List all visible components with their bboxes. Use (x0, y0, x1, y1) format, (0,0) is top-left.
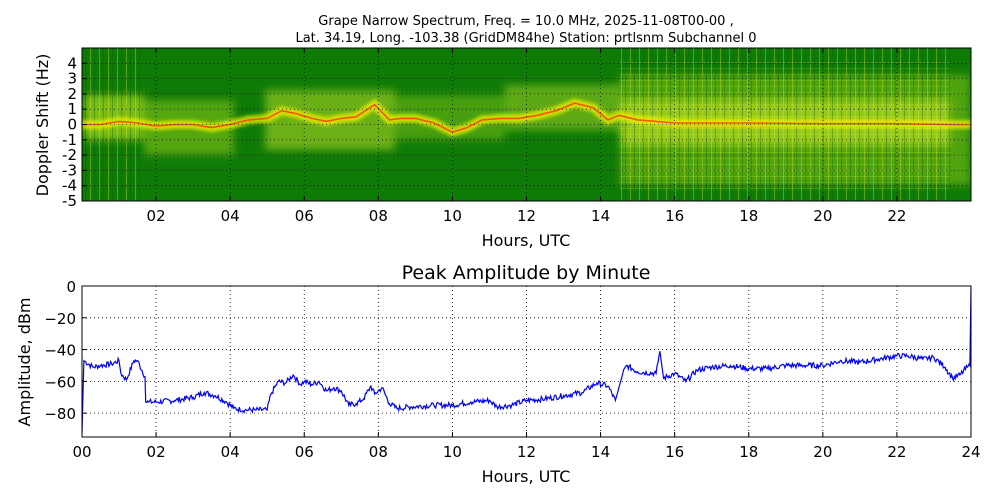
spectrogram-y-tick-label: 3 (67, 70, 77, 88)
amplitude-y-tick-label: −20 (44, 310, 76, 328)
spectrogram-x-tick-label: 16 (665, 207, 684, 225)
spectrogram-y-tick-label: -3 (62, 161, 77, 179)
spectrogram-x-axis-label: Hours, UTC (482, 231, 571, 250)
amplitude-x-tick-label: 04 (221, 443, 240, 461)
spectrogram-x-tick-label: 08 (369, 207, 388, 225)
amplitude-x-tick-label: 16 (665, 443, 684, 461)
spectrogram-y-tick-label: 2 (67, 85, 77, 103)
amplitude-x-axis-label: Hours, UTC (482, 467, 571, 486)
amplitude-panel: Peak Amplitude by Minute 00 02 04 06 08 10 12 1… (15, 262, 981, 486)
amplitude-x-tick-label: 00 (72, 443, 91, 461)
figure-title-line2: Lat. 34.19, Long. -103.38 (GridDM84he) S… (295, 31, 756, 46)
spectrogram-y-tick-label: 4 (67, 54, 77, 72)
spectrogram-x-tick-label: 02 (147, 207, 166, 225)
spectrogram-x-tick-label: 22 (887, 207, 906, 225)
spectrogram-x-tick-label: 12 (517, 207, 536, 225)
amplitude-x-tick-label: 20 (813, 443, 832, 461)
spectrogram-y-tick-label: -4 (62, 177, 77, 195)
figure-title-line1: Grape Narrow Spectrum, Freq. = 10.0 MHz,… (318, 14, 733, 29)
amplitude-x-tick-label: 24 (961, 443, 980, 461)
spectrogram-x-tick-label: 10 (443, 207, 462, 225)
amplitude-series-line (82, 287, 971, 434)
amplitude-x-tick-label: 12 (517, 443, 536, 461)
amplitude-y-tick-label: −40 (44, 342, 76, 360)
spectrogram-x-tick-label: 06 (295, 207, 314, 225)
spectrogram-x-tick-label: 04 (221, 207, 240, 225)
amplitude-x-tick-label: 18 (739, 443, 758, 461)
amplitude-y-axis-label: Amplitude, dBm (15, 298, 34, 427)
spectrogram-x-tick-label: 14 (591, 207, 610, 225)
spectrogram-y-tick-label: -2 (62, 146, 77, 164)
spectrogram-y-axis-label: Doppler Shift (Hz) (33, 54, 52, 197)
amplitude-x-tick-label: 02 (147, 443, 166, 461)
amplitude-y-tick-label: −80 (44, 405, 76, 423)
amplitude-y-tick-label: −60 (44, 373, 76, 391)
spectrogram-grid (82, 48, 971, 201)
amplitude-x-ticks: 00 02 04 06 08 10 12 14 16 18 20 22 24 (72, 432, 981, 461)
amplitude-x-tick-label: 10 (443, 443, 462, 461)
amplitude-x-tick-label: 08 (369, 443, 388, 461)
amplitude-x-tick-label: 06 (295, 443, 314, 461)
spectrogram-x-tick-label: 18 (739, 207, 758, 225)
amplitude-x-tick-label: 14 (591, 443, 610, 461)
amplitude-y-ticks: 0 −20 −40 −60 −80 (44, 278, 87, 423)
amplitude-x-tick-label: 22 (887, 443, 906, 461)
spectrogram-y-tick-label: -5 (62, 192, 77, 210)
spectrogram-y-tick-label: 0 (67, 116, 77, 134)
doppler-trace (82, 102, 971, 133)
amplitude-plot-background (82, 286, 971, 437)
amplitude-chart-title: Peak Amplitude by Minute (402, 262, 651, 284)
spectrogram-y-tick-label: 1 (67, 100, 77, 118)
spectrogram-y-tick-label: -1 (62, 131, 77, 149)
amplitude-y-tick-label: 0 (66, 278, 76, 296)
spectrogram-x-ticks: 02 04 06 08 10 12 14 16 18 20 22 (147, 48, 906, 225)
spectrogram-x-tick-label: 20 (813, 207, 832, 225)
amplitude-grid (82, 286, 971, 437)
